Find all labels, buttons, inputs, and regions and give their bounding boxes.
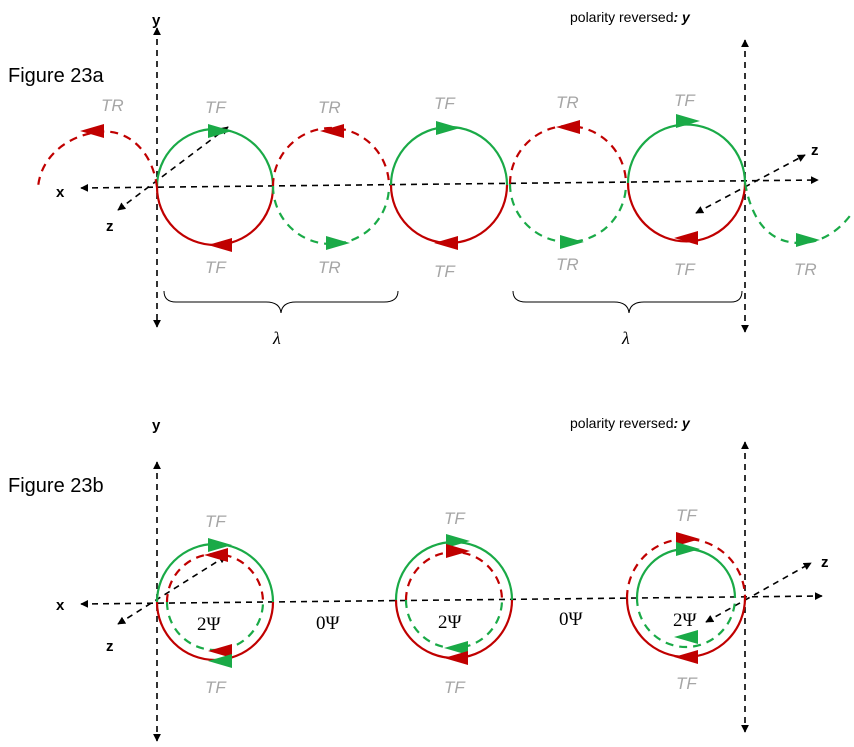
loop-tag-bottom-23a: TF bbox=[674, 260, 696, 279]
loop-tag-top-23a: TF bbox=[205, 98, 227, 117]
x-axis-23a bbox=[80, 176, 819, 192]
arrow-right-green bbox=[446, 534, 470, 548]
x-axis-label-23a: x bbox=[56, 184, 65, 201]
arrow-right-red bbox=[446, 544, 470, 558]
loop-23a-3 bbox=[389, 125, 509, 245]
loop-upper-arc bbox=[508, 124, 628, 185]
arrow-right-green bbox=[676, 542, 700, 556]
x-axis-23b bbox=[80, 592, 823, 608]
arrow-left-red bbox=[80, 124, 104, 138]
arrow-right-green bbox=[436, 121, 460, 135]
arrow-left-green bbox=[444, 641, 468, 655]
phase-label-inside: 2Ψ bbox=[673, 610, 697, 631]
arrow-right-green bbox=[208, 538, 232, 552]
inner-upper-arc bbox=[165, 552, 265, 603]
arrow-right-green bbox=[676, 114, 700, 128]
loop-upper-arc bbox=[271, 126, 391, 187]
loop-tag-bottom-23a: TR bbox=[318, 258, 341, 277]
arrow-left-red bbox=[444, 651, 468, 665]
figure-23a-title: Figure 23a bbox=[8, 65, 104, 87]
polarity-note-23b: polarity reversed: y bbox=[570, 415, 691, 431]
arrow-right-green bbox=[796, 233, 820, 247]
z-axis-label-left-23a: z bbox=[106, 218, 114, 235]
loop-lower-arc bbox=[155, 186, 275, 247]
loop-upper-arc bbox=[626, 123, 747, 184]
loop-tag-bottom-23b: TF bbox=[444, 678, 466, 697]
phase-label-between: 0Ψ bbox=[559, 609, 583, 630]
z-axis-right-23b bbox=[705, 562, 812, 623]
inner-upper-arc bbox=[404, 550, 504, 601]
inner-upper-arc bbox=[635, 547, 737, 599]
loop-tag-bottom-23a: TR bbox=[556, 255, 579, 274]
loop-tag-bottom-23b: TF bbox=[676, 674, 698, 693]
loop-tag-top-23b: TF bbox=[444, 509, 466, 528]
arrow-right-green bbox=[326, 236, 350, 250]
polarity-note-23a: polarity reversed: y bbox=[570, 9, 691, 25]
wavelength-symbol-1: λ bbox=[272, 328, 281, 348]
arrow-left-red bbox=[674, 650, 698, 664]
phase-label-inside: 2Ψ bbox=[438, 612, 462, 633]
arrow-left-red bbox=[204, 548, 228, 562]
loop-tag-bottom-23b: TF bbox=[205, 678, 227, 697]
figure-23b-title: Figure 23b bbox=[8, 475, 104, 497]
arrow-right-green bbox=[560, 235, 584, 249]
figure-23a: Figure 23a y polarity reversed: y x z z bbox=[8, 9, 853, 348]
loop-lower-arc bbox=[626, 182, 747, 243]
loop-tag-bottom-23a: TF bbox=[434, 262, 456, 281]
loop-tag-top-23b: TF bbox=[205, 512, 227, 531]
y-axis-label-23a: y bbox=[152, 12, 161, 29]
loop-23a-4 bbox=[508, 124, 628, 244]
outer-upper-arc bbox=[625, 537, 747, 599]
x-axis-label-23b: x bbox=[56, 597, 65, 614]
loop-lower-arc bbox=[271, 185, 391, 246]
arrow-left-red bbox=[674, 231, 698, 245]
loop-tag-bottom-23a: TR bbox=[794, 260, 817, 279]
phase-label-inside: 2Ψ bbox=[197, 614, 221, 635]
wavelength-brace-2 bbox=[512, 290, 743, 314]
z-axis-label-right-23b: z bbox=[821, 554, 829, 571]
figure-23b: Figure 23b y polarity reversed: y x z z bbox=[8, 415, 829, 742]
wavelength-brace-1 bbox=[163, 290, 399, 314]
arrow-right-green bbox=[208, 124, 232, 138]
arrow-left-red bbox=[208, 238, 232, 252]
loop-tag-top-23a: TR bbox=[556, 93, 579, 112]
loop-tag-top-23a: TF bbox=[674, 91, 696, 110]
loop-tag-top-23a: TF bbox=[434, 94, 456, 113]
loop-tag-bottom-23a: TF bbox=[205, 258, 227, 277]
arrow-left-red bbox=[434, 236, 458, 250]
phase-label-between: 0Ψ bbox=[316, 613, 340, 634]
inner-lower-arc bbox=[635, 597, 737, 649]
loop-lower-arc bbox=[389, 184, 509, 245]
arrow-left-red bbox=[556, 120, 580, 134]
z-axis-label-left-23b: z bbox=[106, 638, 114, 655]
y-axis-label-23b: y bbox=[152, 417, 161, 434]
z-axis-label-right-23a: z bbox=[811, 142, 819, 159]
arrow-left-green bbox=[674, 630, 698, 644]
arrow-left-red bbox=[208, 644, 232, 658]
arrow-left-red bbox=[320, 124, 344, 138]
loop-tag-top-23b: TF bbox=[676, 506, 698, 525]
loop-tag-top-23a: TR bbox=[318, 98, 341, 117]
arrow-right-red bbox=[676, 532, 700, 546]
loop-lower-arc bbox=[508, 183, 628, 244]
loop-tag-top-23a: TR bbox=[101, 96, 124, 115]
loop-upper-arc bbox=[389, 125, 509, 186]
z-axis-left-23a bbox=[117, 126, 229, 211]
partial-loop-left-23a bbox=[36, 130, 159, 189]
z-axis-right-23a bbox=[695, 154, 806, 214]
loop-upper-arc bbox=[155, 127, 275, 188]
wavelength-symbol-2: λ bbox=[621, 328, 630, 348]
arrow-left-green bbox=[208, 654, 232, 668]
loop-23a-5 bbox=[626, 123, 747, 243]
